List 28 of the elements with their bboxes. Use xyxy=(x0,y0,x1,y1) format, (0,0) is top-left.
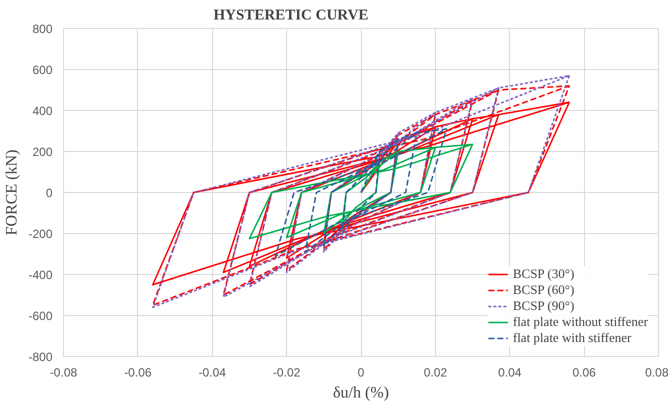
legend-label: flat plate with stiffener xyxy=(512,330,632,346)
y-tick-label: 800 xyxy=(32,22,53,36)
x-tick-label: 0.08 xyxy=(645,366,669,380)
y-tick-label: -600 xyxy=(28,309,53,323)
y-tick-label: -400 xyxy=(28,268,53,282)
x-tick-label: 0 xyxy=(358,366,365,380)
y-tick-label: -800 xyxy=(28,350,53,364)
legend-label: BCSP (30°) xyxy=(512,266,574,282)
line-series xyxy=(274,128,448,257)
y-tick-label: 400 xyxy=(32,104,53,118)
y-tick-label: 600 xyxy=(32,63,53,77)
legend-label: BCSP (90°) xyxy=(512,298,574,314)
x-tick-label: 0.04 xyxy=(498,366,522,380)
chart-title: HYSTERETIC CURVE xyxy=(214,8,368,24)
x-tick-label: 0.06 xyxy=(572,366,596,380)
y-axis-title: FORCE (kN) xyxy=(3,150,20,236)
x-tick-label: -0.08 xyxy=(50,366,78,380)
x-tick-label: -0.02 xyxy=(272,366,301,380)
legend-label: BCSP (60°) xyxy=(512,282,574,298)
y-tick-label: 0 xyxy=(46,186,53,200)
x-tick-label: 0.02 xyxy=(424,366,448,380)
y-tick-label: 200 xyxy=(32,145,53,159)
x-tick-label: -0.04 xyxy=(198,366,226,380)
x-tick-label: -0.06 xyxy=(124,366,152,380)
legend-label: flat plate without stiffener xyxy=(512,314,648,330)
line-series xyxy=(248,144,474,240)
y-tick-label: -200 xyxy=(28,227,53,241)
x-axis-title: δu/h (%) xyxy=(333,384,389,402)
